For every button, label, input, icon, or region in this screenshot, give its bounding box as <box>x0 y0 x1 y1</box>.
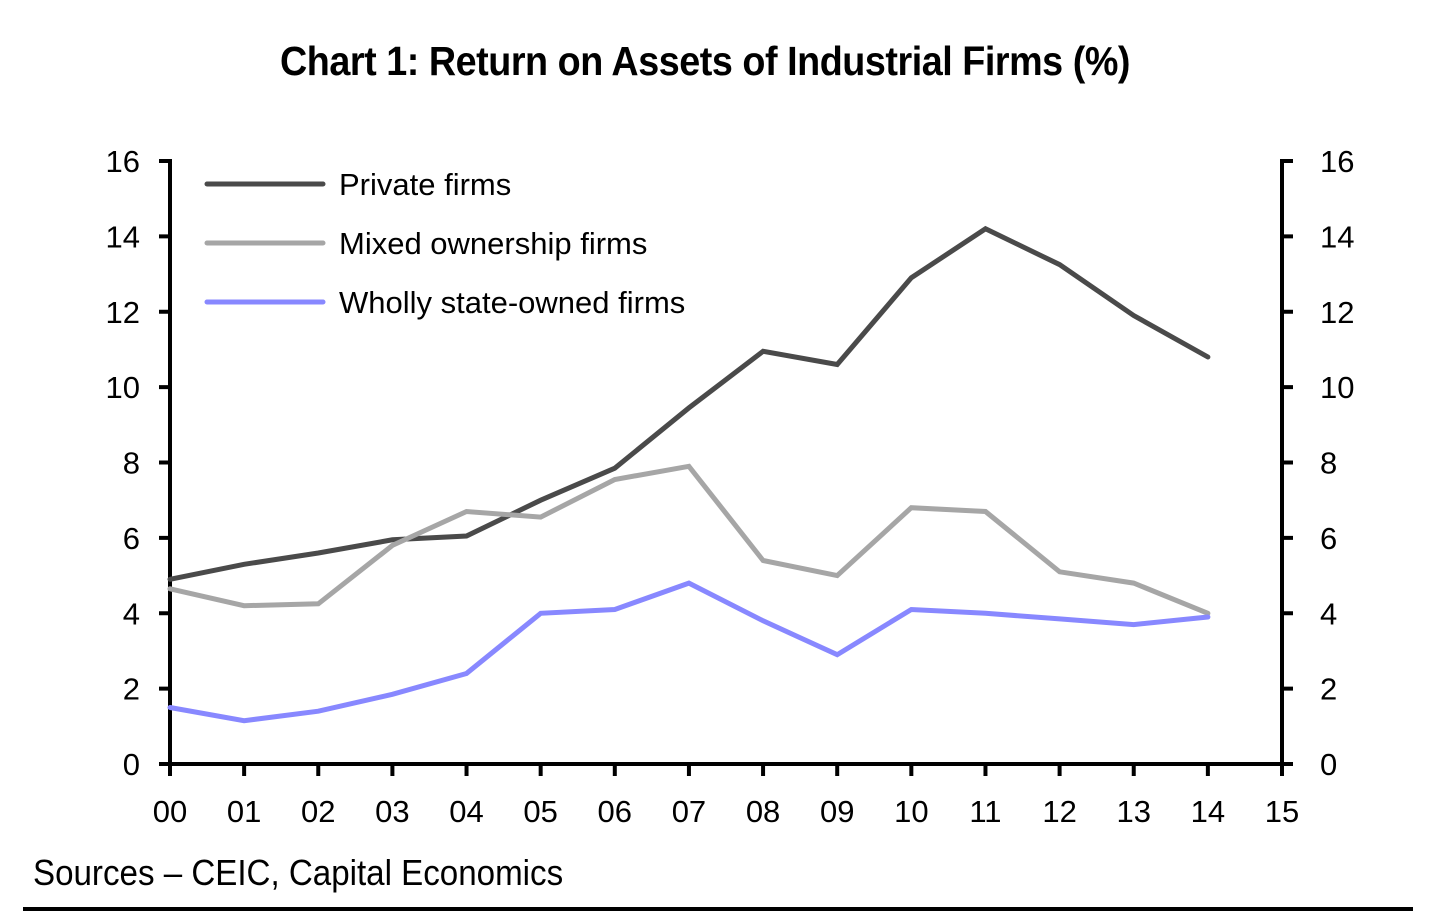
y-tick-label-right: 2 <box>1320 672 1337 707</box>
y-tick-label-left: 10 <box>106 370 140 405</box>
y-tick-label-left: 16 <box>106 144 140 179</box>
y-tick-label-left: 0 <box>123 747 140 782</box>
y-tick-label-right: 12 <box>1320 295 1354 330</box>
y-tick-label-right: 16 <box>1320 144 1354 179</box>
y-tick-label-left: 4 <box>123 596 140 631</box>
legend-label: Wholly state-owned firms <box>339 285 685 320</box>
y-tick-label-left: 14 <box>106 219 140 254</box>
x-tick-label: 07 <box>672 794 706 829</box>
y-tick-label-left: 6 <box>123 521 140 556</box>
x-tick-label: 04 <box>449 794 483 829</box>
y-tick-label-left: 12 <box>106 295 140 330</box>
series-layer <box>167 225 1211 724</box>
x-tick-label: 06 <box>598 794 632 829</box>
x-tick-label: 02 <box>301 794 335 829</box>
x-tick-label: 01 <box>227 794 261 829</box>
x-tick-label: 05 <box>523 794 557 829</box>
bottom-rule <box>23 907 1413 911</box>
x-tick-label: 12 <box>1042 794 1076 829</box>
y-tick-label-right: 4 <box>1320 596 1337 631</box>
y-tick-label-left: 2 <box>123 672 140 707</box>
y-tick-label-right: 14 <box>1320 219 1354 254</box>
series-line-private-firms <box>167 225 1211 582</box>
x-tick-label: 09 <box>820 794 854 829</box>
x-tick-label: 13 <box>1116 794 1150 829</box>
y-tick-label-left: 8 <box>123 446 140 481</box>
x-tick-label: 14 <box>1191 794 1225 829</box>
series-line-wholly-state-owned-firms <box>167 580 1211 724</box>
sources-note: Sources – CEIC, Capital Economics <box>33 852 564 893</box>
x-tick-label: 11 <box>969 794 1001 829</box>
x-tick-label: 08 <box>746 794 780 829</box>
y-tick-label-right: 10 <box>1320 370 1354 405</box>
x-tick-label: 00 <box>153 794 187 829</box>
legend-label: Mixed ownership firms <box>339 226 647 261</box>
x-tick-label: 03 <box>375 794 409 829</box>
x-tick-label: 10 <box>894 794 928 829</box>
y-tick-label-right: 8 <box>1320 446 1337 481</box>
y-tick-label-right: 0 <box>1320 747 1337 782</box>
legend: Private firms Mixed ownership firms Wholly… <box>204 167 685 320</box>
chart-title: Chart 1: Return on Assets of Industrial … <box>279 38 1131 84</box>
series-line-mixed-ownership-firms <box>167 463 1211 616</box>
y-tick-label-right: 6 <box>1320 521 1337 556</box>
x-tick-label: 15 <box>1265 794 1299 829</box>
legend-label: Private firms <box>339 167 511 202</box>
